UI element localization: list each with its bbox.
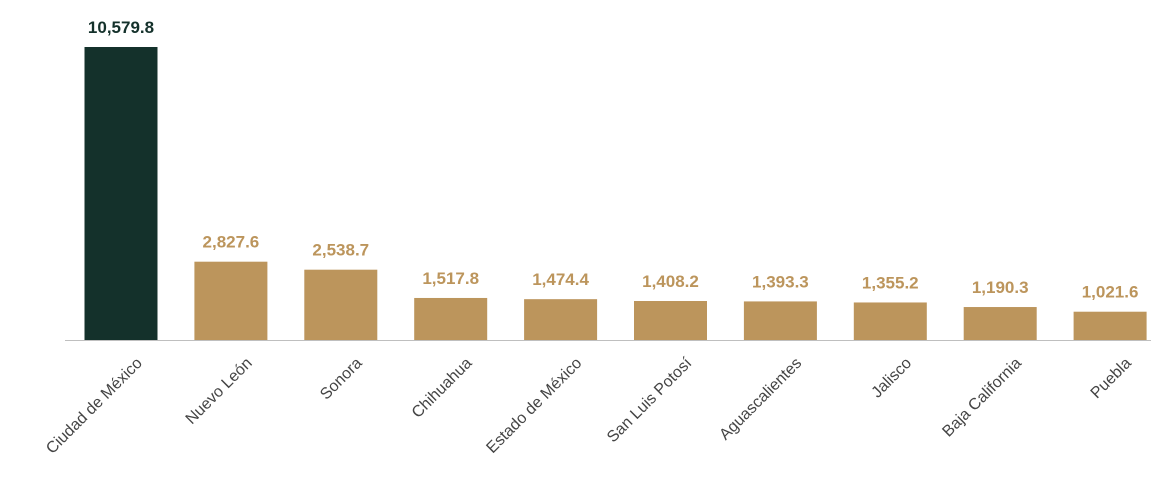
data-label-3: 1,517.8 [422, 269, 479, 288]
category-label-5: San Luis Potosí [604, 354, 696, 446]
data-label-1: 2,827.6 [203, 233, 260, 252]
bar-5 [634, 301, 707, 340]
data-label-6: 1,393.3 [752, 272, 809, 291]
bars-layer [84, 47, 1147, 340]
category-label-7: Jalisco [869, 355, 916, 402]
bar-0 [84, 47, 158, 340]
data-label-2: 2,538.7 [312, 241, 369, 260]
data-label-4: 1,474.4 [532, 270, 589, 289]
data-label-8: 1,190.3 [972, 278, 1029, 297]
bar-4 [524, 299, 598, 340]
bar-9 [1073, 311, 1147, 340]
bar-2 [304, 269, 378, 340]
data-label-9: 1,021.6 [1082, 283, 1139, 302]
data-label-0: 10,579.8 [88, 18, 154, 37]
data-label-7: 1,355.2 [862, 273, 919, 292]
bar-3 [414, 297, 488, 340]
bar-8 [963, 307, 1037, 340]
category-label-8: Baja California [939, 355, 1025, 441]
bar-1 [194, 261, 268, 340]
category-label-9: Puebla [1088, 355, 1135, 402]
value-labels-layer: 10,579.8 2,827.6 2,538.7 1,517.8 1,474.4 1,40… [88, 18, 1139, 302]
category-label-0: Ciudad de México [43, 355, 146, 458]
category-label-2: Sonora [317, 355, 366, 404]
data-label-5: 1,408.2 [642, 272, 699, 291]
category-label-6: Aguascalientes [716, 355, 805, 444]
bar-7 [853, 302, 927, 340]
category-label-4: Estado de México [483, 355, 585, 457]
category-labels-layer: Ciudad de México Nuevo León Sonora Chihuahu… [43, 354, 1135, 457]
bar-6 [743, 301, 817, 340]
category-label-3: Chihuahua [409, 355, 476, 422]
category-label-1: Nuevo León [183, 355, 256, 428]
